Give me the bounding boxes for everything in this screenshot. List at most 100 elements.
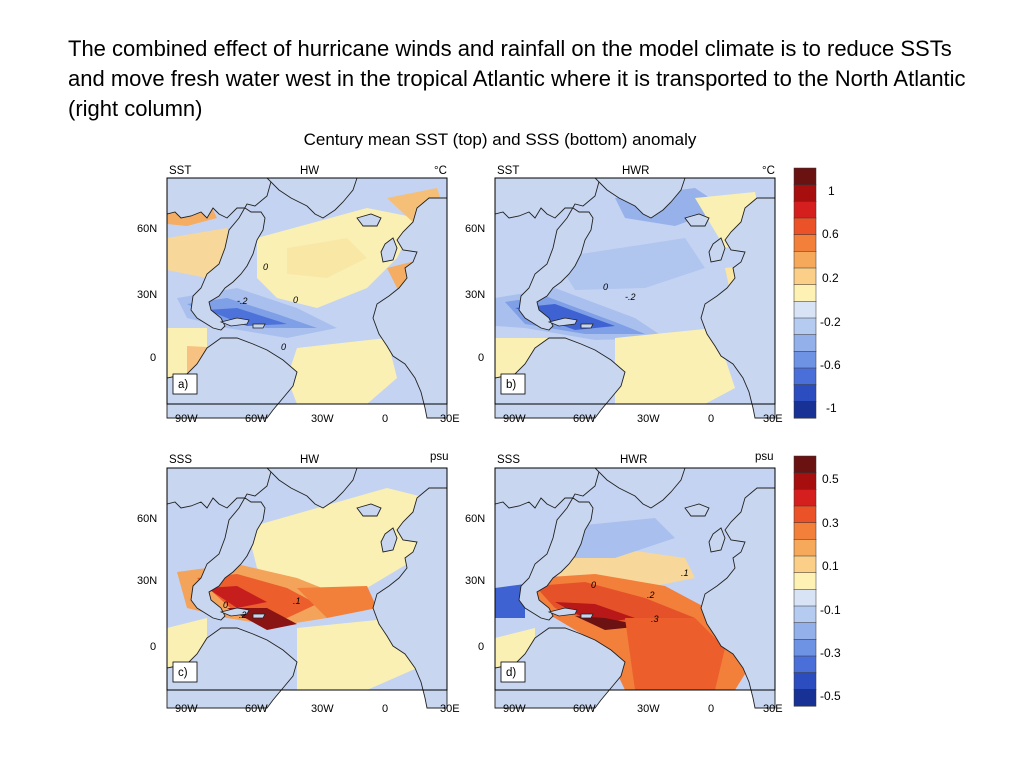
xtick-c-60w: 60W <box>245 703 268 715</box>
sst-colorbar-swatch <box>793 251 817 269</box>
figure-title: Century mean SST (top) and SSS (bottom) … <box>303 130 697 149</box>
ytick-d-60n: 60N <box>465 513 485 525</box>
colorbar-sss <box>793 455 817 707</box>
xtick-d-60w: 60W <box>573 703 596 715</box>
xtick-a-30e: 30E <box>440 413 460 425</box>
panel-c-var: SSS <box>169 454 192 466</box>
ytick-d-0: 0 <box>478 641 484 653</box>
sst-colorbar-swatch <box>793 267 817 286</box>
contour-label-a-2: -.2 <box>237 296 248 306</box>
panel-a-var: SST <box>169 165 191 177</box>
panel-d-exp: HWR <box>620 454 647 466</box>
panel-tag-a: a) <box>178 379 188 391</box>
ytick-a-60n: 60N <box>137 223 157 235</box>
sss-colorbar-swatch <box>793 489 817 507</box>
panel-c-exp: HW <box>300 454 319 466</box>
contour-label-b-1: -.2 <box>625 292 636 302</box>
cb-sss-label-1: 0.3 <box>822 516 839 530</box>
anomaly-field-d <box>495 518 755 690</box>
cb-sss-label-5: -0.5 <box>820 689 841 703</box>
axes-panel-d: 60N 30N 0 90W 60W 30W 0 30E <box>465 513 783 715</box>
sst-colorbar-swatch <box>793 401 817 419</box>
ytick-a-0: 0 <box>150 352 156 364</box>
panel-d-unit: psu <box>755 451 774 463</box>
sss-colorbar-swatch <box>793 505 817 524</box>
sst-colorbar-swatch <box>793 167 817 186</box>
xtick-a-90w: 90W <box>175 413 198 425</box>
contour-label-d-0: .1 <box>681 568 689 578</box>
xtick-c-30e: 30E <box>440 703 460 715</box>
axes-panel-c: 60N 30N 0 90W 60W 30W 0 30E <box>137 513 460 715</box>
cb-sst-label-3: -0.2 <box>820 315 841 329</box>
panel-b: 0 -.2 b) <box>494 177 776 419</box>
contour-label-c-2: .2 <box>239 610 247 620</box>
contour-label-a-1: 0 <box>293 295 298 305</box>
xtick-a-60w: 60W <box>245 413 268 425</box>
cb-sst-label-0: 1 <box>828 184 835 198</box>
xtick-c-90w: 90W <box>175 703 198 715</box>
ytick-c-30n: 30N <box>137 575 157 587</box>
panel-b-var: SST <box>497 165 519 177</box>
contour-label-a-0: 0 <box>263 262 268 272</box>
contour-label-d-1: 0 <box>591 580 596 590</box>
panel-tag-d: d) <box>506 667 516 679</box>
sst-colorbar-swatch <box>793 301 817 319</box>
panel-a-unit: °C <box>434 165 447 177</box>
colorbar-sst <box>793 167 817 419</box>
sss-colorbar-swatch <box>793 672 817 690</box>
sss-colorbar-swatch <box>793 555 817 574</box>
panel-c-unit: psu <box>430 451 449 463</box>
xtick-b-90w: 90W <box>503 413 526 425</box>
panel-b-unit: °C <box>762 165 775 177</box>
sst-colorbar-swatch <box>793 217 817 236</box>
sss-colorbar-swatch <box>793 455 817 474</box>
xtick-d-90w: 90W <box>503 703 526 715</box>
xtick-d-0: 0 <box>708 703 714 715</box>
panel-tag-b: b) <box>506 379 516 391</box>
cb-sss-label-0: 0.5 <box>822 472 839 486</box>
xtick-c-0: 0 <box>382 703 388 715</box>
xtick-b-60w: 60W <box>573 413 596 425</box>
sst-colorbar-swatch <box>793 384 817 402</box>
sst-colorbar-swatch <box>793 284 817 302</box>
xtick-b-30w: 30W <box>637 413 660 425</box>
cb-sss-label-2: 0.1 <box>822 559 839 573</box>
sss-colorbar-swatch <box>793 655 817 674</box>
cb-sst-label-1: 0.6 <box>822 227 839 241</box>
sst-colorbar-swatch <box>793 234 817 252</box>
axes-panel-b: 60N 30N 0 90W 60W 30W 0 30E <box>465 223 783 425</box>
ytick-b-60n: 60N <box>465 223 485 235</box>
ytick-c-0: 0 <box>150 641 156 653</box>
sst-colorbar-swatch <box>793 201 817 219</box>
cb-sss-label-4: -0.3 <box>820 646 841 660</box>
panel-b-exp: HWR <box>622 165 649 177</box>
sst-colorbar-swatch <box>793 317 817 336</box>
cb-sss-label-3: -0.1 <box>820 603 841 617</box>
sst-colorbar-swatch <box>793 184 817 202</box>
sss-colorbar-swatch <box>793 539 817 557</box>
sss-colorbar-swatch <box>793 689 817 707</box>
sst-colorbar-swatch <box>793 351 817 369</box>
panel-d-var: SSS <box>497 454 520 466</box>
contour-label-b-0: 0 <box>603 282 608 292</box>
sst-colorbar-swatch <box>793 334 817 352</box>
ytick-a-30n: 30N <box>137 289 157 301</box>
ytick-b-30n: 30N <box>465 289 485 301</box>
contour-label-d-2: .2 <box>647 590 655 600</box>
panel-d: .1 0 .2 .3 d) <box>494 467 776 709</box>
cb-sst-label-4: -0.6 <box>820 358 841 372</box>
contour-label-c-0: .1 <box>293 596 301 606</box>
colorbar-sst-labels: 1 0.6 0.2 -0.2 -0.6 -1 <box>820 184 841 415</box>
panel-c: .1 0 .2 c) <box>166 467 448 709</box>
sss-colorbar-swatch <box>793 622 817 640</box>
panel-a: 0 0 -.2 0 a) <box>166 177 448 419</box>
contour-label-d-3: .3 <box>651 614 659 624</box>
panel-tag-c: c) <box>178 667 188 679</box>
ytick-b-0: 0 <box>478 352 484 364</box>
axes-panel-a: 60N 30N 0 90W 60W 30W 0 30E <box>137 223 460 425</box>
xtick-d-30w: 30W <box>637 703 660 715</box>
ytick-d-30n: 30N <box>465 575 485 587</box>
cb-sst-label-5: -1 <box>826 401 837 415</box>
xtick-a-30w: 30W <box>311 413 334 425</box>
